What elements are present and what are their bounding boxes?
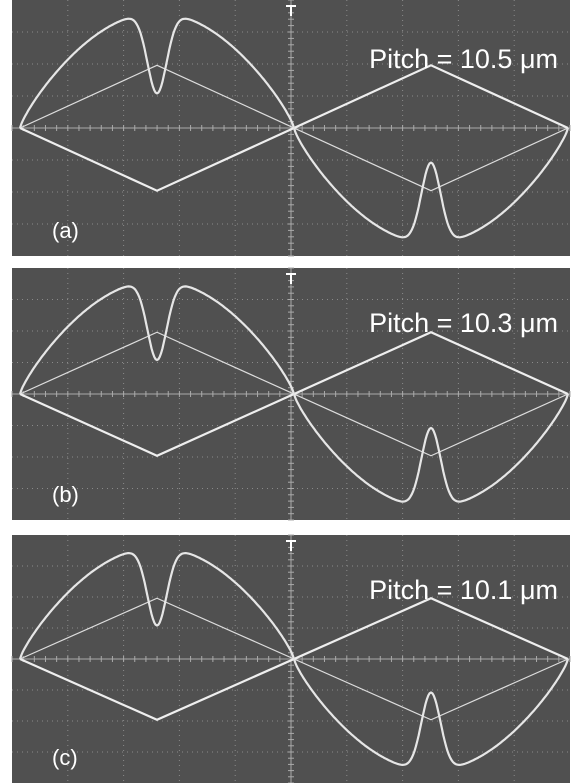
- scope-panel: (a) Pitch = 10.5 μm: [12, 0, 570, 256]
- panel-label: (b): [52, 482, 79, 507]
- scope-panel: (b) Pitch = 10.3 μm: [12, 268, 570, 520]
- pitch-label: Pitch = 10.5 μm: [369, 44, 558, 74]
- pitch-label: Pitch = 10.1 μm: [369, 575, 558, 605]
- panel-label: (a): [52, 218, 79, 243]
- figure: (a) Pitch = 10.5 μm (b) Pitch = 10.3 μm (c) P…: [0, 0, 572, 783]
- scope-panel: (c) Pitch = 10.1 μm: [12, 535, 570, 783]
- panel-label: (c): [52, 745, 78, 770]
- pitch-label: Pitch = 10.3 μm: [369, 308, 558, 338]
